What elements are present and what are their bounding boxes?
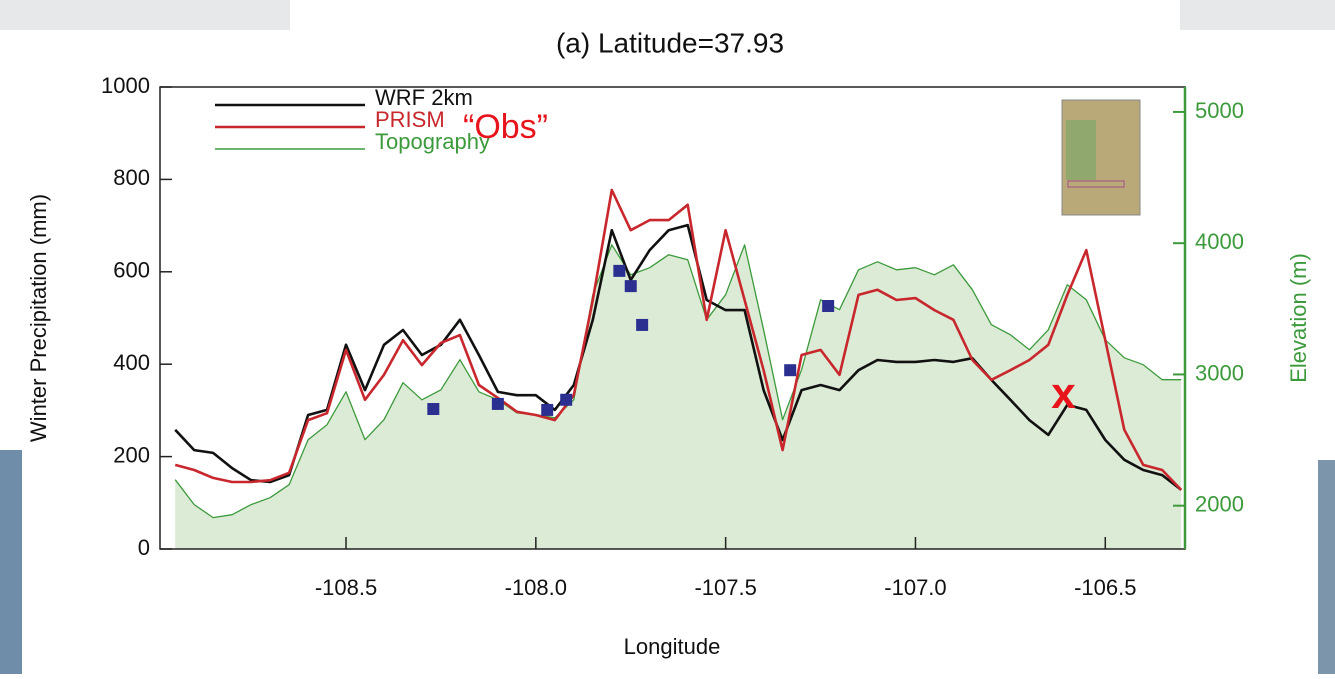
line bbox=[174, 223, 1182, 491]
area bbox=[175, 244, 1182, 550]
line bbox=[174, 188, 1183, 491]
y-tick-label: 1000 bbox=[101, 73, 150, 98]
legend-label: WRF 2km bbox=[375, 85, 473, 110]
x-tick-label: -108.0 bbox=[505, 575, 567, 600]
inset-map-image bbox=[1066, 120, 1096, 180]
y2-tick-label: 2000 bbox=[1195, 492, 1244, 517]
y-tick-label: 600 bbox=[113, 258, 150, 283]
data-point bbox=[560, 393, 573, 406]
y-axis-label: Winter Precipitation (mm) bbox=[26, 194, 51, 442]
x-tick-label: -107.0 bbox=[884, 575, 946, 600]
line bbox=[174, 244, 1182, 519]
x-tick-label: -108.5 bbox=[315, 575, 377, 600]
inset-map bbox=[1061, 99, 1141, 216]
y2-tick-label: 3000 bbox=[1195, 360, 1244, 385]
chart-title: (a) Latitude=37.93 bbox=[556, 27, 784, 58]
y2-tick-label: 4000 bbox=[1195, 229, 1244, 254]
x-tick-label: -107.5 bbox=[694, 575, 756, 600]
data-point bbox=[636, 318, 649, 331]
slide-edge bbox=[1318, 460, 1335, 674]
x-axis-label: Longitude bbox=[624, 634, 721, 659]
data-point bbox=[541, 403, 554, 416]
legend-label: PRISM bbox=[375, 107, 445, 132]
slide-edge bbox=[0, 450, 22, 674]
annotation-marker: x bbox=[1051, 369, 1076, 418]
y2-tick-label: 5000 bbox=[1195, 98, 1244, 123]
legend-label: Topography bbox=[375, 129, 490, 154]
data-point bbox=[427, 403, 440, 416]
data-point bbox=[613, 264, 626, 277]
y-tick-label: 0 bbox=[138, 535, 150, 560]
inset-map-image bbox=[1067, 180, 1125, 188]
y2-axis-label: Elevation (m) bbox=[1286, 253, 1311, 383]
data-point bbox=[784, 364, 797, 377]
slide-edge bbox=[0, 0, 290, 30]
y-tick-label: 400 bbox=[113, 350, 150, 375]
data-point bbox=[624, 280, 637, 293]
data-point bbox=[491, 397, 504, 410]
data-point bbox=[822, 299, 835, 312]
slide-edge bbox=[1180, 0, 1335, 30]
x-tick-label: -106.5 bbox=[1074, 575, 1136, 600]
y-tick-label: 200 bbox=[113, 442, 150, 467]
annotation: “Obs” bbox=[463, 108, 548, 146]
y-tick-label: 800 bbox=[113, 165, 150, 190]
